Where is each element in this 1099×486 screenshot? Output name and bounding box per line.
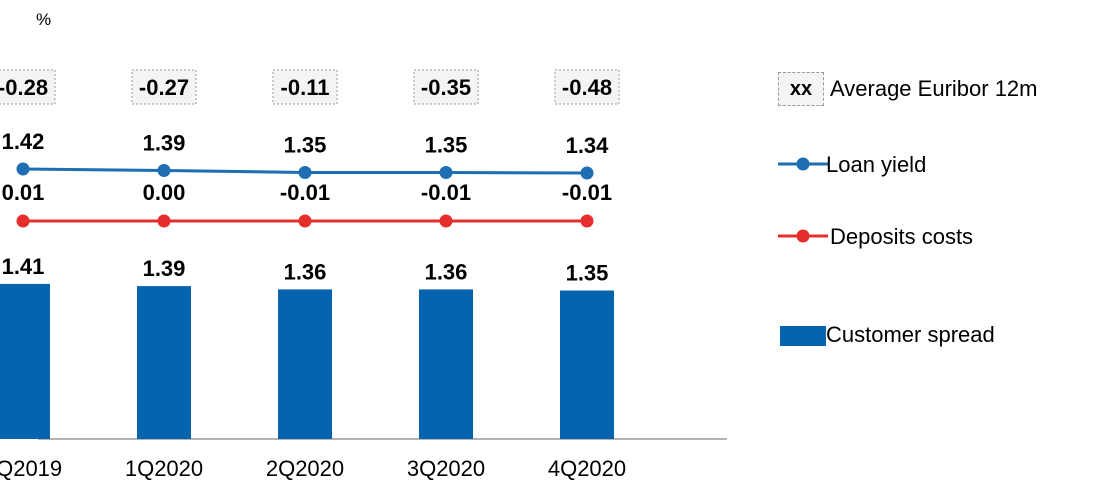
legend-deposit-marker	[778, 229, 828, 243]
deposits-costs-data-label: 0.01	[2, 180, 45, 205]
spread-data-label: 1.35	[566, 261, 609, 286]
loan-yield-data-label: 1.34	[566, 133, 610, 158]
x-tick-label: 4Q2019	[0, 456, 62, 481]
euribor-data-label: -0.35	[421, 75, 471, 100]
euribor-box	[272, 69, 338, 105]
spread-bar	[137, 286, 191, 439]
spread-data-label: 1.36	[284, 259, 327, 284]
loan-yield-point	[16, 162, 30, 176]
spread-data-label: 1.36	[425, 259, 468, 284]
spread-data-label: 1.39	[143, 256, 186, 281]
deposits-costs-data-label: -0.01	[280, 180, 330, 205]
spread-data-label: 1.41	[2, 254, 45, 279]
legend-loan-label: Loan yield	[826, 152, 927, 177]
deposits-costs-data-label: -0.01	[421, 180, 471, 205]
x-tick-label: 4Q2020	[548, 456, 626, 481]
spread-bar	[278, 289, 332, 439]
deposits-costs-point	[16, 214, 30, 228]
legend-loan-marker	[778, 157, 828, 171]
legend-euribor-box: xx	[778, 72, 824, 106]
x-tick-label: 2Q2020	[266, 456, 344, 481]
euribor-data-label: -0.48	[562, 75, 612, 100]
euribor-box	[554, 69, 620, 105]
unit-label: %	[36, 10, 52, 29]
deposits-costs-data-label: 0.00	[143, 180, 186, 205]
euribor-box	[413, 69, 479, 105]
loan-yield-point	[157, 164, 171, 177]
x-tick-label: 3Q2020	[407, 456, 485, 481]
legend-euribor-label: Average Euribor 12m	[830, 76, 1038, 101]
legend-spread-label: Customer spread	[826, 322, 995, 347]
deposits-costs-point	[298, 214, 312, 228]
loan-yield-data-label: 1.42	[2, 129, 45, 154]
spread-bar	[560, 290, 614, 439]
deposits-costs-point	[580, 214, 594, 228]
loan-yield-data-label: 1.35	[284, 133, 327, 158]
loan-yield-point	[298, 166, 312, 179]
loan-yield-data-label: 1.39	[143, 131, 186, 156]
loan-yield-point	[580, 166, 594, 180]
legend-spread-swatch	[780, 326, 826, 346]
euribor-data-label: -0.11	[281, 75, 330, 100]
euribor-box	[0, 69, 56, 105]
loan-yield-point	[439, 166, 453, 179]
deposits-costs-point	[439, 214, 453, 228]
euribor-box	[131, 69, 197, 105]
x-tick-label: 1Q2020	[125, 456, 203, 481]
spread-bar	[0, 283, 50, 439]
deposits-costs-data-label: -0.01	[562, 180, 612, 205]
spread-bar	[419, 289, 473, 439]
euribor-data-label: -0.27	[139, 75, 189, 100]
legend-deposit-label: Deposits costs	[830, 224, 974, 249]
loan-yield-data-label: 1.35	[425, 133, 468, 158]
euribor-data-label: -0.28	[0, 75, 48, 100]
deposits-costs-point	[157, 214, 171, 228]
